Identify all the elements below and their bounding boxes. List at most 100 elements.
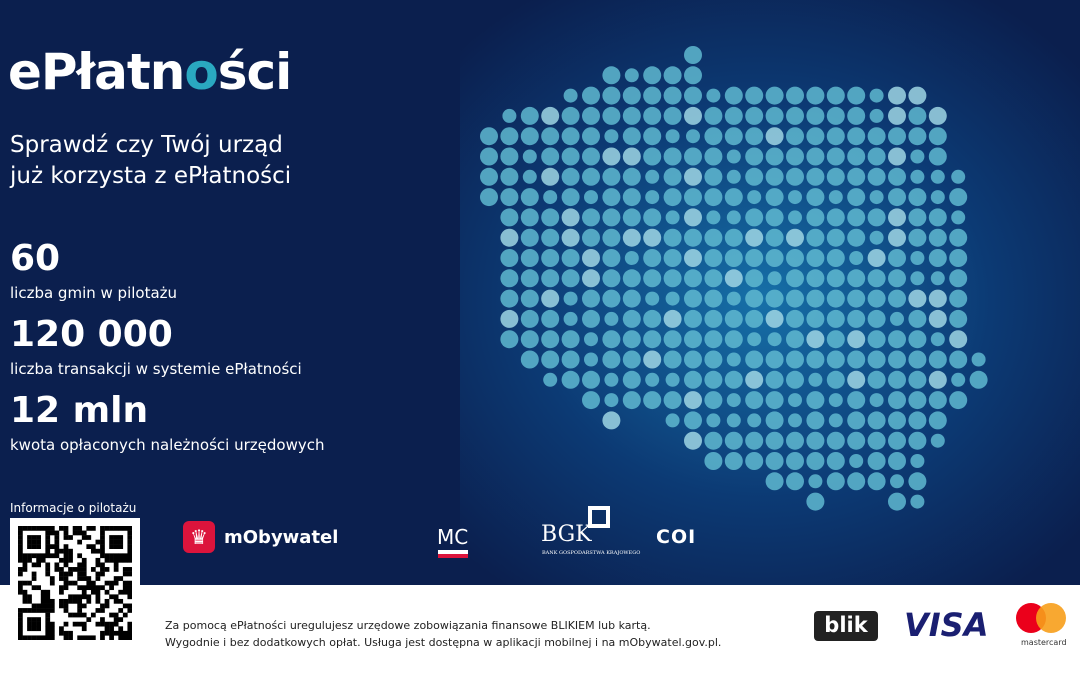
map-dot bbox=[847, 106, 866, 125]
qr-code[interactable] bbox=[10, 518, 140, 648]
map-dot bbox=[561, 249, 580, 267]
map-dot bbox=[500, 309, 519, 328]
qr-module bbox=[18, 553, 23, 559]
qr-module bbox=[36, 553, 41, 559]
qr-module bbox=[68, 567, 73, 572]
map-dot bbox=[686, 129, 700, 144]
map-dot bbox=[663, 147, 682, 166]
qr-module bbox=[122, 567, 128, 572]
map-dot bbox=[643, 86, 662, 105]
map-dot bbox=[561, 269, 580, 288]
map-dot bbox=[806, 289, 825, 308]
qr-module bbox=[100, 635, 105, 641]
qr-module bbox=[40, 589, 46, 595]
map-dot bbox=[786, 452, 804, 470]
map-dot bbox=[643, 66, 662, 85]
map-dot bbox=[867, 330, 886, 349]
map-dot bbox=[928, 391, 947, 410]
poland-dot-map bbox=[480, 46, 988, 511]
map-dot bbox=[563, 311, 578, 326]
map-dot bbox=[888, 411, 906, 430]
map-dot bbox=[765, 208, 784, 227]
map-dot bbox=[867, 370, 886, 389]
qr-module bbox=[27, 580, 32, 586]
stat-value: 120 000 bbox=[10, 314, 173, 355]
qr-module bbox=[31, 617, 37, 622]
qr-module bbox=[109, 544, 114, 549]
map-dot bbox=[582, 106, 600, 125]
map-dot bbox=[724, 188, 743, 207]
qr-module bbox=[81, 567, 87, 572]
qr-module bbox=[49, 630, 55, 636]
map-dot bbox=[602, 228, 621, 247]
map-dot bbox=[847, 147, 866, 166]
qr-module bbox=[122, 526, 128, 531]
map-dot bbox=[928, 249, 947, 267]
map-dot bbox=[561, 330, 580, 349]
qr-module bbox=[49, 621, 55, 627]
qr-module bbox=[45, 598, 51, 604]
qr-module bbox=[18, 530, 23, 536]
qr-module bbox=[40, 608, 46, 613]
qr-module bbox=[90, 544, 96, 549]
map-dot bbox=[826, 370, 845, 389]
map-dot bbox=[582, 289, 600, 308]
map-dot bbox=[745, 452, 764, 470]
map-dot bbox=[949, 309, 968, 328]
qr-module bbox=[22, 608, 28, 613]
qr-module bbox=[127, 535, 133, 540]
map-dot bbox=[622, 330, 641, 349]
qr-module bbox=[18, 626, 23, 632]
map-dot bbox=[908, 370, 927, 389]
map-dot bbox=[724, 431, 743, 450]
qr-module bbox=[127, 603, 133, 609]
qr-module bbox=[118, 557, 124, 563]
map-dot bbox=[928, 411, 947, 430]
map-dot bbox=[928, 147, 947, 166]
map-dot bbox=[724, 106, 743, 125]
map-dot bbox=[684, 269, 702, 288]
qr-module bbox=[118, 617, 124, 622]
qr-module bbox=[54, 567, 60, 572]
qr-module bbox=[36, 608, 41, 613]
map-dot bbox=[500, 249, 519, 267]
qr-module bbox=[127, 557, 133, 563]
blik-logo: blik bbox=[814, 611, 878, 641]
map-dot bbox=[520, 208, 539, 227]
map-dot bbox=[663, 269, 682, 288]
map-dot bbox=[745, 391, 764, 410]
qr-module bbox=[63, 530, 69, 536]
map-dot bbox=[541, 228, 560, 247]
bgk-logo: BGK bbox=[541, 522, 592, 547]
qr-module bbox=[40, 603, 46, 609]
map-dot bbox=[582, 147, 600, 166]
qr-module bbox=[31, 535, 37, 540]
map-dot bbox=[806, 350, 825, 369]
map-dot bbox=[847, 269, 866, 288]
map-dot bbox=[684, 330, 702, 349]
map-dot bbox=[888, 431, 906, 450]
qr-module bbox=[127, 526, 133, 531]
qr-module bbox=[45, 544, 51, 549]
map-dot bbox=[826, 269, 845, 288]
qr-module bbox=[59, 576, 64, 581]
map-dot bbox=[908, 309, 927, 328]
map-dot bbox=[849, 251, 864, 265]
qr-module bbox=[72, 594, 78, 600]
qr-module bbox=[45, 535, 51, 540]
map-dot bbox=[949, 228, 968, 247]
qr-module bbox=[63, 557, 69, 563]
map-dot bbox=[520, 350, 539, 369]
map-dot bbox=[888, 86, 906, 105]
map-dot bbox=[663, 228, 682, 247]
qr-module bbox=[40, 598, 46, 604]
map-dot bbox=[788, 413, 802, 428]
qr-module bbox=[18, 539, 23, 545]
stat-value: 60 bbox=[10, 238, 61, 279]
mastercard-label: mastercard bbox=[1021, 638, 1067, 647]
map-dot bbox=[826, 472, 845, 491]
map-dot bbox=[888, 106, 906, 125]
qr-module bbox=[45, 553, 51, 559]
map-dot bbox=[826, 167, 845, 186]
map-dot bbox=[745, 127, 764, 146]
